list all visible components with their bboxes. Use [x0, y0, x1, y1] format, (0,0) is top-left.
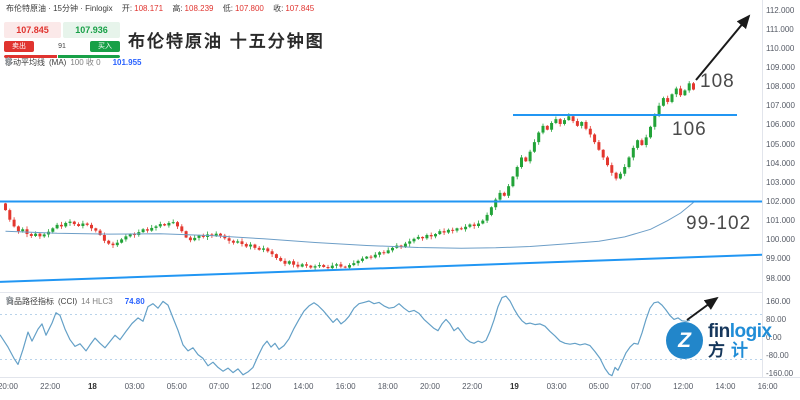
- axis-tick-label: 107.000: [766, 101, 795, 111]
- low-label: 低:: [222, 4, 233, 13]
- cci-legend: 商品路径指标 (CCI) 14 HLC3 74.80: [6, 296, 145, 307]
- axis-separator-horizontal: [0, 377, 800, 378]
- axis-tick-label: 101.000: [766, 216, 795, 226]
- price-axis[interactable]: 112.000 111.000 110.000 109.000 108.000 107.0…: [766, 0, 800, 378]
- axis-day-label: 19: [509, 382, 519, 391]
- axis-day-label: 18: [87, 382, 97, 391]
- axis-tick-label: 98.000: [766, 273, 791, 283]
- symbol-name[interactable]: 布伦特原油 · 15分钟 · Finlogix: [6, 4, 113, 13]
- cci-abbr: (CCI): [58, 297, 78, 306]
- price-annotation[interactable]: 108: [700, 71, 735, 92]
- cci-name[interactable]: 商品路径指标: [6, 297, 54, 306]
- axis-tick-label: 05:00: [166, 382, 187, 391]
- ma-name[interactable]: 移动平均线: [5, 58, 45, 67]
- finlogix-logo-chinese: 方计: [708, 341, 754, 360]
- axis-tick-label: 160.00: [766, 296, 791, 306]
- high-value: 108.239: [184, 4, 214, 13]
- close-label: 收:: [273, 4, 284, 13]
- price-annotation[interactable]: 99-102: [686, 213, 752, 234]
- chart-title: 布伦特原油 十五分钟图: [128, 32, 325, 51]
- axis-tick-label: 14:00: [293, 382, 314, 391]
- candlesticks: [4, 81, 695, 271]
- axis-tick-label: 07:00: [630, 382, 652, 391]
- finlogix-logo-icon: Z: [666, 322, 703, 359]
- time-axis[interactable]: 20:00 22:00 18 03:00 05:00 07:00 12:00 14:00 16:…: [0, 382, 800, 396]
- high-label: 高:: [172, 4, 183, 13]
- quote-panel: 107.845 107.936 卖出 91 买入: [4, 22, 120, 58]
- open-label: 开:: [121, 4, 133, 13]
- axis-tick-label: 12:00: [673, 382, 694, 391]
- axis-tick-label: 20:00: [0, 382, 19, 391]
- axis-tick-label: 106.000: [766, 120, 795, 130]
- axis-tick-label: -80.00: [766, 350, 789, 360]
- axis-tick-label: 20:00: [419, 382, 441, 391]
- axis-tick-label: 16:00: [335, 382, 356, 391]
- axis-tick-label: 0.00: [766, 332, 782, 342]
- axis-tick-label: 109.000: [766, 62, 795, 72]
- axis-tick-label: 22:00: [40, 382, 61, 391]
- sentiment-bar: [4, 55, 120, 58]
- axis-tick-label: 07:00: [208, 382, 230, 391]
- symbol-header: 布伦特原油 · 15分钟 · Finlogix 开: 108.171 高: 108.…: [6, 3, 314, 14]
- ma-legend: 移动平均线 (MA) 100 收 0 101.955: [5, 57, 142, 68]
- finlogix-logo: Z finlogix 方计: [666, 322, 772, 359]
- chart-canvas[interactable]: [0, 0, 762, 377]
- ma-abbr: (MA): [49, 58, 67, 67]
- buy-button[interactable]: 买入: [90, 40, 120, 52]
- axis-tick-label: 110.000: [766, 43, 795, 53]
- buy-sentiment-segment: [58, 55, 120, 58]
- close-value: 107.845: [285, 4, 315, 13]
- axis-tick-label: 05:00: [588, 382, 609, 391]
- axis-tick-label: 99.000: [766, 254, 791, 264]
- axis-tick-label: 80.00: [766, 314, 787, 324]
- axis-tick-label: 100.000: [766, 235, 795, 245]
- axis-tick-label: 03:00: [546, 382, 567, 391]
- sell-sentiment-segment: [4, 55, 58, 58]
- trend-arrow[interactable]: [695, 14, 751, 81]
- cci-params: 14 HLC3: [81, 297, 113, 306]
- axis-tick-label: 105.000: [766, 139, 795, 149]
- ma-params: 100 收 0: [70, 58, 101, 67]
- open-value: 108.171: [134, 4, 164, 13]
- trend-line[interactable]: [0, 253, 762, 283]
- axis-tick-label: 111.000: [766, 24, 794, 34]
- buy-price-box[interactable]: 107.936: [63, 22, 120, 38]
- axis-separator-vertical: [762, 0, 763, 377]
- axis-tick-label: 16:00: [757, 382, 778, 391]
- axis-tick-label: 22:00: [462, 382, 483, 391]
- cci-value: 74.80: [124, 297, 145, 306]
- axis-tick-label: 103.000: [766, 177, 795, 187]
- axis-tick-label: -160.00: [766, 368, 794, 378]
- ma-line: [5, 202, 694, 249]
- spread-value: 91: [58, 42, 66, 50]
- trend-arrow[interactable]: [686, 296, 719, 321]
- axis-tick-label: 102.000: [766, 197, 795, 206]
- price-annotation[interactable]: 106: [672, 119, 707, 140]
- axis-tick-label: 104.000: [766, 158, 795, 168]
- sell-price-box[interactable]: 107.845: [4, 22, 61, 38]
- axis-tick-label: 12:00: [251, 382, 272, 391]
- ma-value: 101.955: [112, 58, 142, 67]
- axis-tick-label: 03:00: [124, 382, 145, 391]
- cci-line: [0, 295, 691, 377]
- sell-button[interactable]: 卖出: [4, 40, 34, 52]
- low-value: 107.800: [234, 4, 264, 13]
- axis-tick-label: 14:00: [715, 382, 736, 391]
- axis-tick-label: 108.000: [766, 82, 795, 92]
- finlogix-logo-text: finlogix: [708, 321, 772, 342]
- axis-tick-label: 112.000: [766, 5, 795, 15]
- axis-tick-label: 18:00: [377, 382, 398, 391]
